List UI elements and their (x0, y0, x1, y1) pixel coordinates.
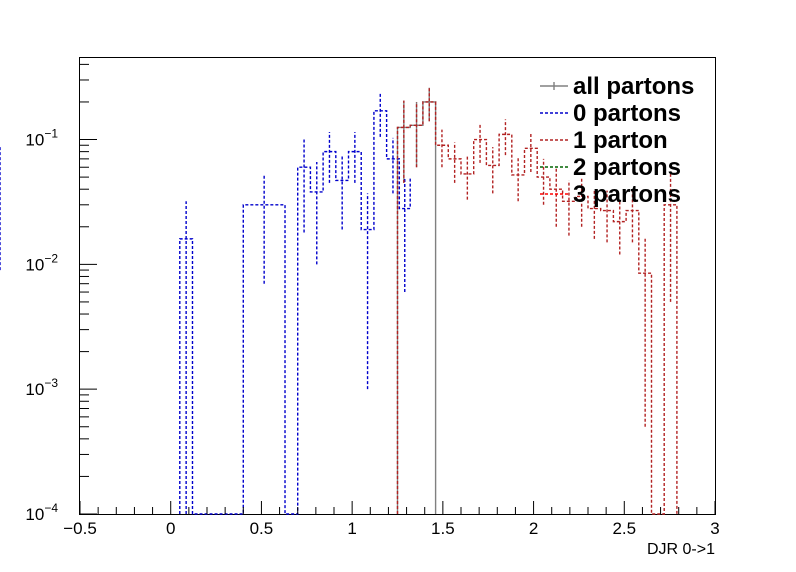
legend-label: all partons (573, 73, 694, 100)
legend-label: 2 partons (573, 154, 681, 181)
x-tick-label: 1.5 (431, 519, 455, 538)
x-tick-label: 0.5 (250, 519, 274, 538)
y-tick-label: 10−4 (25, 501, 58, 524)
x-tick-label: 1 (347, 519, 356, 538)
y-tick-label: 10−3 (25, 376, 58, 399)
x-tick-label: 2.5 (612, 519, 636, 538)
y-tick-label: 10−1 (25, 127, 58, 150)
plot-frame (79, 57, 716, 515)
legend-label: 0 partons (573, 100, 681, 127)
x-axis: −0.5 0 0.5 1 1.5 2 2.5 3 (63, 501, 720, 538)
series-1-histogram (179, 110, 411, 515)
x-axis-title: DJR 0->1 (647, 541, 715, 558)
x-tick-label: 3 (710, 519, 719, 538)
legend-label: 3 partons (573, 181, 681, 208)
legend-label: 1 parton (573, 127, 668, 154)
y-tick-label: 10−2 (25, 251, 58, 274)
x-tick-label: −0.5 (63, 519, 97, 538)
x-tick-label: 2 (529, 519, 538, 538)
x-tick-label: 0 (166, 519, 175, 538)
plot-area (0, 87, 678, 515)
y-axis: 10−4 10−3 10−2 10−1 (25, 63, 97, 524)
